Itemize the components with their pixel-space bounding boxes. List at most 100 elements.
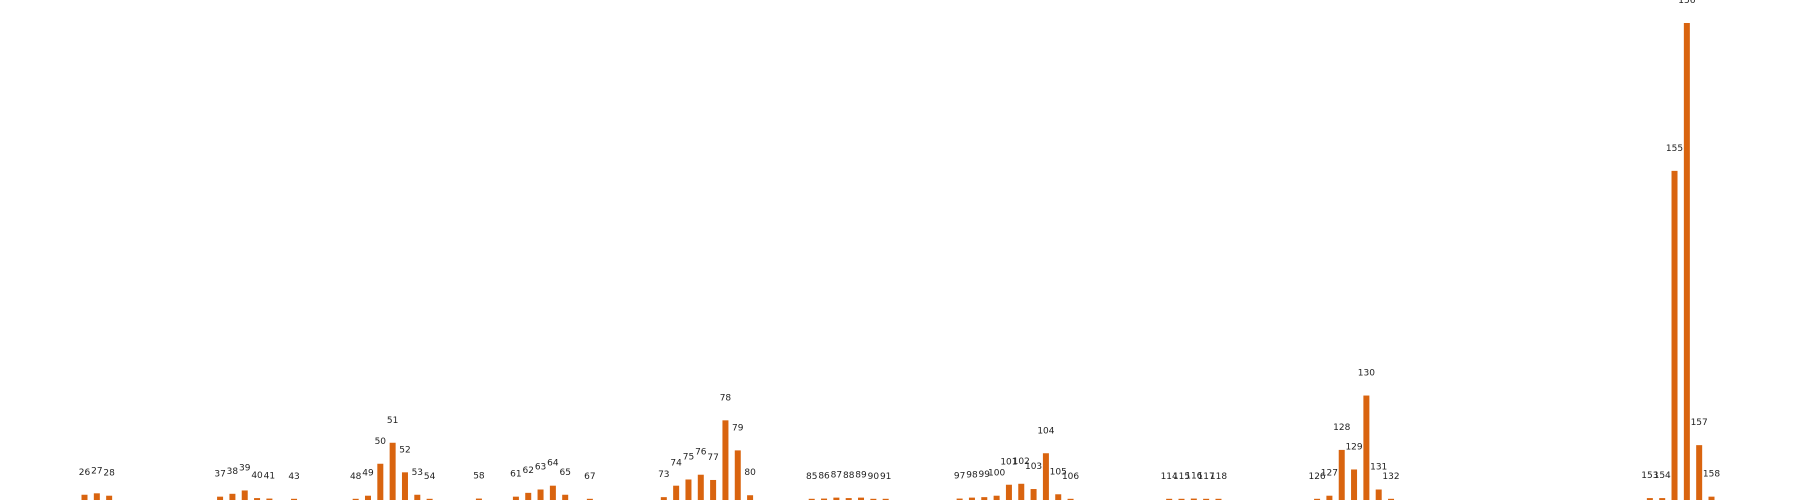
bar-label-51: 51 [387, 416, 398, 426]
bar-label-156: 156 [1678, 0, 1695, 6]
bar-114 [1166, 498, 1173, 500]
bar-label-88: 88 [843, 471, 855, 481]
bar-label-75: 75 [683, 452, 694, 462]
bar-54 [426, 498, 433, 500]
bar-label-49: 49 [362, 469, 374, 479]
bar-label-154: 154 [1654, 471, 1671, 481]
bar-label-102: 102 [1013, 457, 1030, 467]
bar-154 [1659, 498, 1666, 500]
bar-label-98: 98 [966, 471, 978, 481]
bar-label-158: 158 [1703, 470, 1720, 480]
bar-label-118: 118 [1210, 472, 1227, 482]
bar-label-73: 73 [658, 470, 669, 480]
bar-132 [1388, 498, 1395, 500]
bar-49 [364, 495, 371, 500]
bar-label-37: 37 [214, 470, 225, 480]
bar-label-54: 54 [424, 472, 436, 482]
bar-label-131: 131 [1370, 463, 1387, 473]
bar-155 [1671, 170, 1678, 500]
bar-76 [697, 474, 704, 500]
bar-label-62: 62 [523, 466, 534, 476]
bar-label-115: 115 [1173, 472, 1190, 482]
bar-label-103: 103 [1025, 462, 1042, 472]
bar-label-117: 117 [1198, 472, 1215, 482]
bar-53 [414, 494, 421, 500]
bar-129 [1351, 469, 1358, 500]
bar-153 [1646, 498, 1653, 500]
bar-label-130: 130 [1358, 369, 1375, 379]
bar-label-76: 76 [695, 448, 707, 458]
bar-label-105: 105 [1050, 467, 1067, 477]
bar-label-61: 61 [510, 470, 521, 480]
bar-group [81, 23, 1715, 500]
bar-89 [858, 497, 865, 500]
bar-label-79: 79 [732, 423, 744, 433]
bar-label-50: 50 [375, 437, 387, 447]
bar-62 [525, 492, 532, 500]
bar-label-87: 87 [831, 471, 842, 481]
bar-50 [377, 463, 384, 500]
bar-51 [389, 442, 396, 500]
bar-37 [217, 496, 224, 500]
bar-label-126: 126 [1308, 472, 1325, 482]
bar-127 [1326, 495, 1333, 500]
bar-label-100: 100 [988, 469, 1005, 479]
bar-label-101: 101 [1000, 458, 1017, 468]
bar-label-157: 157 [1691, 418, 1708, 428]
bar-label-91: 91 [880, 472, 891, 482]
bar-106 [1067, 498, 1074, 500]
bar-label-90: 90 [868, 472, 880, 482]
bar-104 [1042, 453, 1049, 500]
bar-158 [1708, 496, 1715, 500]
bar-79 [734, 450, 741, 500]
bar-63 [537, 489, 544, 500]
bar-74 [673, 485, 680, 500]
bar-label-27: 27 [91, 466, 102, 476]
bar-label-58: 58 [473, 472, 485, 482]
bar-117 [1203, 498, 1210, 500]
bar-label-97: 97 [954, 472, 965, 482]
bar-40 [254, 498, 261, 500]
bar-label-74: 74 [670, 459, 682, 469]
bar-27 [93, 493, 100, 500]
bar-75 [685, 479, 692, 500]
bar-label-43: 43 [288, 472, 299, 482]
bar-61 [512, 496, 519, 500]
bar-label-80: 80 [744, 468, 756, 478]
bar-157 [1696, 445, 1703, 500]
bar-116 [1190, 498, 1197, 500]
bar-67 [586, 498, 593, 500]
bar-label-128: 128 [1333, 423, 1350, 433]
bar-38 [229, 493, 236, 500]
bar-128 [1338, 449, 1345, 500]
bar-label-129: 129 [1345, 442, 1362, 452]
bar-156 [1683, 23, 1690, 500]
bar-label-53: 53 [412, 468, 423, 478]
bar-label-132: 132 [1382, 472, 1399, 482]
bar-label-67: 67 [584, 472, 595, 482]
bar-65 [562, 494, 569, 500]
bar-130 [1363, 395, 1370, 500]
bar-87 [833, 497, 840, 500]
bar-80 [747, 495, 754, 500]
bar-103 [1030, 489, 1037, 500]
bar-label-38: 38 [227, 467, 239, 477]
bar-label-106: 106 [1062, 472, 1079, 482]
bar-78 [722, 420, 729, 500]
bar-43 [291, 498, 298, 500]
bar-90 [870, 498, 877, 500]
bar-58 [475, 498, 482, 500]
bar-64 [549, 485, 556, 500]
bar-label-116: 116 [1185, 472, 1202, 482]
bar-77 [710, 479, 717, 500]
bar-85 [808, 498, 815, 500]
bar-label-99: 99 [979, 470, 991, 480]
bar-98 [968, 497, 975, 500]
bar-86 [821, 498, 828, 500]
bar-91 [882, 498, 889, 500]
bar-label-114: 114 [1161, 472, 1178, 482]
bar-label-63: 63 [535, 463, 546, 473]
bar-131 [1375, 489, 1382, 500]
bar-label-127: 127 [1321, 469, 1338, 479]
